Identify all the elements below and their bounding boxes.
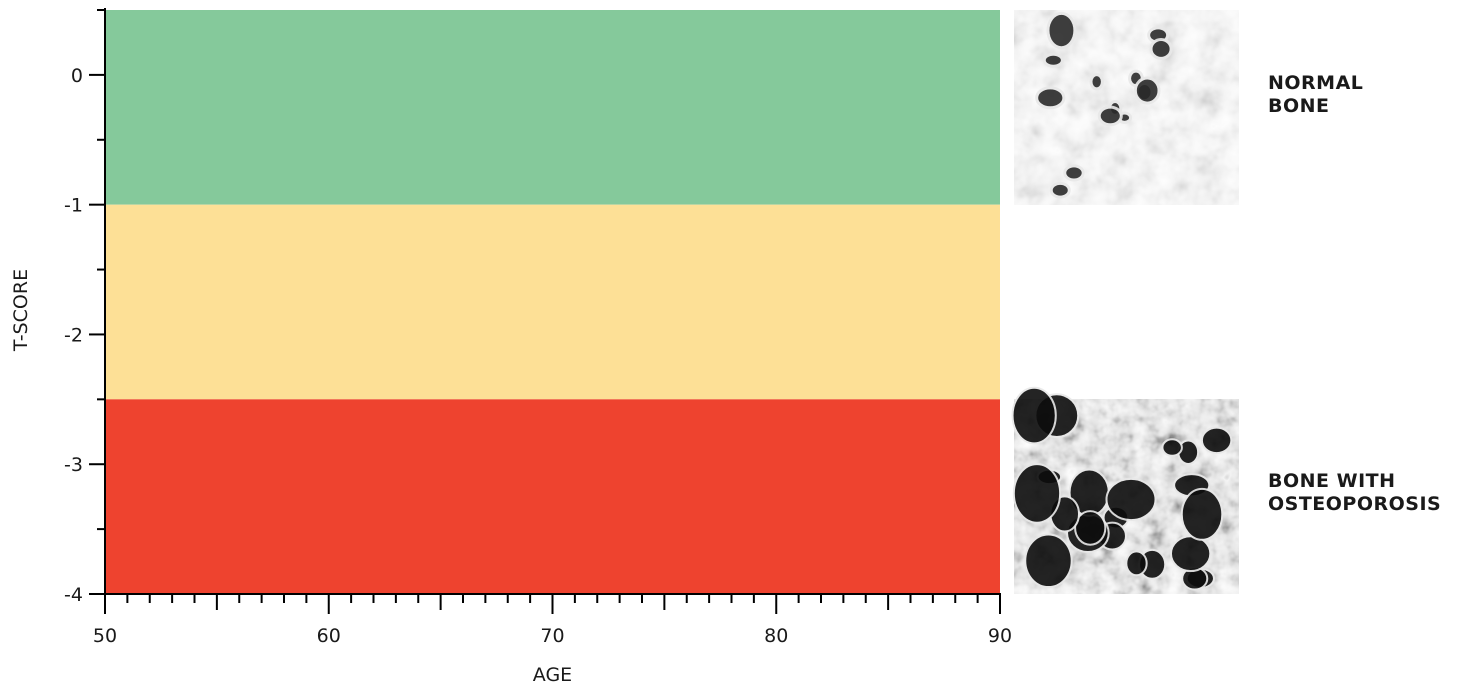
band-0 bbox=[105, 10, 1000, 205]
bone-pore bbox=[1180, 487, 1224, 541]
y-tick-label: -4 bbox=[64, 584, 83, 606]
bone-pore bbox=[1105, 477, 1157, 522]
normal-bone-label-line-2: BONE bbox=[1268, 95, 1330, 118]
bone-pore bbox=[1125, 550, 1148, 577]
x-tick-label: 50 bbox=[93, 625, 117, 647]
bone-photo-layer bbox=[1011, 10, 1239, 594]
osteoporosis-bone-photo bbox=[1011, 386, 1239, 594]
bone-pore bbox=[1042, 52, 1064, 68]
normal-bone-photo bbox=[1014, 10, 1239, 205]
y-tick-label: -3 bbox=[64, 454, 83, 476]
bone-pore bbox=[1089, 73, 1104, 91]
bone-pore bbox=[1200, 426, 1233, 455]
axes: 0 -1 -2 -3 -4 50 60 70 80 90 bbox=[64, 8, 1012, 647]
bone-pore bbox=[1035, 86, 1066, 110]
normal-bone-label: NORMAL BONE bbox=[1268, 72, 1363, 118]
bone-pore bbox=[1012, 463, 1062, 524]
bone-pore bbox=[1169, 535, 1212, 573]
osteoporosis-bone-label-line-2: OSTEOPOROSIS bbox=[1268, 492, 1442, 515]
x-axis-title: AGE bbox=[533, 664, 572, 685]
x-tick-label: 80 bbox=[764, 625, 788, 647]
x-tick-label: 90 bbox=[988, 625, 1012, 647]
normal-bone-label-line-1: NORMAL bbox=[1268, 72, 1364, 95]
osteoporosis-bone-label-line-1: BONE WITH bbox=[1268, 469, 1396, 492]
bone-pore bbox=[1097, 105, 1123, 127]
bone-pore bbox=[1149, 38, 1173, 60]
osteoporosis-bone-label: BONE WITH OSTEOPOROSIS bbox=[1268, 470, 1441, 516]
bone-pore bbox=[1161, 438, 1183, 457]
bone-pore bbox=[1024, 533, 1073, 589]
band-layer bbox=[105, 10, 1000, 594]
band-1 bbox=[105, 204, 1000, 400]
bone-pore bbox=[1133, 76, 1161, 105]
bone-pore bbox=[1063, 164, 1085, 182]
y-axis-title: T-SCORE bbox=[10, 269, 32, 352]
x-tick-label: 70 bbox=[540, 625, 564, 647]
band-2 bbox=[105, 399, 1000, 594]
bone-pore bbox=[1049, 181, 1071, 199]
x-tick-label: 60 bbox=[317, 625, 341, 647]
bone-pore bbox=[1046, 11, 1077, 50]
bone-pore bbox=[1011, 386, 1057, 445]
y-tick-label: 0 bbox=[71, 65, 83, 87]
y-tick-label: -1 bbox=[64, 195, 83, 217]
y-tick-label: -2 bbox=[64, 324, 83, 346]
bone-pore bbox=[1074, 510, 1107, 546]
